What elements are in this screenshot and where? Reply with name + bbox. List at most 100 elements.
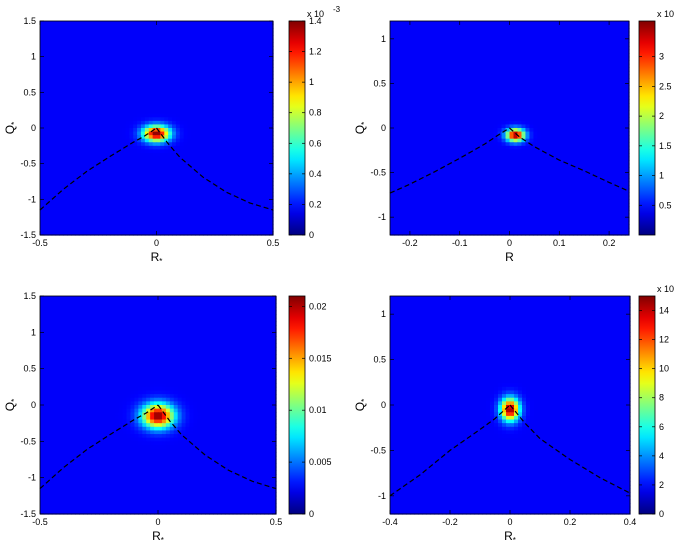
heat-cell: [87, 171, 91, 175]
heat-cell: [48, 210, 52, 214]
heat-cell: [265, 28, 269, 32]
heat-cell: [184, 42, 188, 46]
heat-cell: [87, 110, 91, 114]
heat-cell: [215, 192, 219, 196]
heat-cell: [122, 214, 126, 218]
heat-cell: [153, 103, 157, 107]
heat-cell: [513, 89, 518, 93]
heat-cell: [40, 107, 44, 111]
heat-cell: [87, 85, 91, 89]
heat-cell: [106, 139, 110, 143]
heat-cell: [257, 146, 261, 150]
heat-cell: [234, 128, 238, 132]
heat-cell: [557, 39, 562, 43]
heat-cell: [44, 189, 48, 193]
heat-cell: [137, 224, 141, 228]
heat-cell: [573, 57, 578, 61]
heat-cell: [490, 85, 495, 89]
heat-cell: [176, 221, 180, 225]
heat-cell: [149, 64, 153, 68]
heat-cell: [257, 60, 261, 64]
heat-cell: [398, 78, 403, 82]
heat-cell: [545, 25, 550, 29]
heat-cell: [90, 82, 94, 86]
heat-cell: [172, 206, 176, 210]
heat-cell: [110, 99, 114, 103]
heat-cell: [199, 53, 203, 57]
heat-cell: [223, 185, 227, 189]
heat-cell: [250, 39, 254, 43]
heat-cell: [557, 85, 562, 89]
heat-cell: [223, 164, 227, 168]
heat-cell: [63, 139, 67, 143]
heat-cell: [164, 64, 168, 68]
heat-cell: [250, 185, 254, 189]
heat-cell: [87, 128, 91, 132]
heat-cell: [265, 210, 269, 214]
heat-cell: [238, 21, 242, 25]
heat-cell: [513, 96, 518, 100]
heat-cell: [83, 103, 87, 107]
heat-cell: [593, 78, 598, 82]
heat-cell: [565, 75, 570, 79]
heat-cell: [533, 71, 538, 75]
heat-cell: [223, 64, 227, 68]
heat-cell: [52, 46, 56, 50]
heat-cell: [160, 28, 164, 32]
heat-cell: [510, 85, 515, 89]
heat-cell: [257, 128, 261, 132]
heat-cell: [180, 99, 184, 103]
heat-cell: [238, 128, 242, 132]
heat-cell: [254, 64, 258, 68]
heat-cell: [238, 99, 242, 103]
heat-cell: [176, 228, 180, 232]
heat-cell: [261, 110, 265, 114]
heat-cell: [506, 57, 511, 61]
heat-cell: [207, 75, 211, 79]
heat-cell: [613, 50, 618, 54]
heat-cell: [215, 75, 219, 79]
heat-cell: [56, 96, 60, 100]
heat-cell: [430, 46, 435, 50]
heat-cell: [238, 60, 242, 64]
heat-cell: [199, 199, 203, 203]
heat-cell: [422, 60, 427, 64]
heat-cell: [589, 78, 594, 82]
heat-cell: [513, 67, 518, 71]
heat-cell: [406, 25, 411, 29]
heat-cell: [191, 146, 195, 150]
heat-cell: [238, 57, 242, 61]
heat-cell: [90, 89, 94, 93]
heat-cell: [199, 99, 203, 103]
heat-cell: [490, 42, 495, 46]
heat-cell: [188, 203, 192, 207]
heat-cell: [398, 42, 403, 46]
heat-cell: [517, 42, 522, 46]
heat-cell: [422, 64, 427, 68]
heat-cell: [557, 89, 562, 93]
heat-cell: [446, 57, 451, 61]
heat-cell: [613, 89, 618, 93]
heat-cell: [257, 196, 261, 200]
heat-cell: [585, 92, 590, 96]
heat-cell: [246, 64, 250, 68]
heat-cell: [426, 85, 431, 89]
heat-cell: [125, 78, 129, 82]
heat-cell: [106, 121, 110, 125]
heat-cell: [160, 114, 164, 118]
heat-cell: [106, 64, 110, 68]
heat-cell: [203, 149, 207, 153]
heat-cell: [133, 82, 137, 86]
heat-cell: [250, 117, 254, 121]
heat-cell: [110, 224, 114, 228]
heat-cell: [494, 21, 499, 25]
heat-cell: [75, 78, 79, 82]
heat-cell: [541, 71, 546, 75]
heat-cell: [211, 75, 215, 79]
heat-cell: [102, 89, 106, 93]
heat-cell: [537, 71, 542, 75]
heat-cell: [265, 42, 269, 46]
heat-cell: [180, 196, 184, 200]
heat-cell: [250, 153, 254, 157]
heat-cell: [446, 42, 451, 46]
